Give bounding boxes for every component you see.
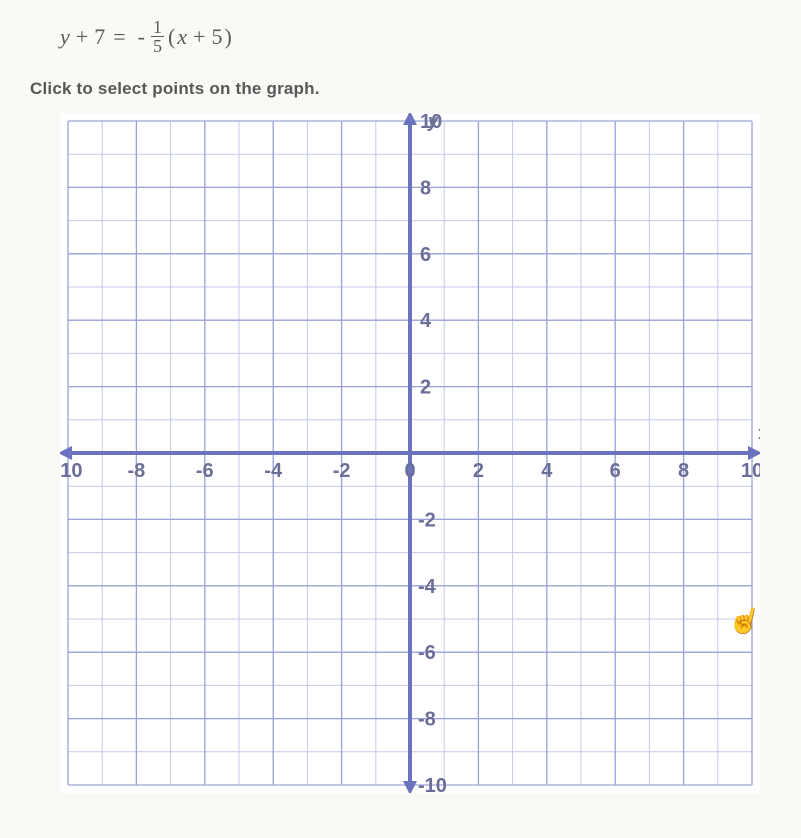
equals: = — [113, 24, 125, 50]
rhs-op: + — [193, 24, 205, 50]
equation-display: y + 7 = - 1 5 ( x + 5 ) — [60, 18, 801, 55]
svg-text:2: 2 — [420, 377, 431, 399]
svg-text:-10: -10 — [418, 775, 447, 793]
svg-text:-2: -2 — [418, 509, 436, 531]
svg-text:x: x — [758, 423, 760, 443]
svg-text:-6: -6 — [418, 642, 436, 664]
graph-container: -10-8-6-4-20246810246810-2-4-6-8-10xy ☝ — [60, 113, 801, 793]
lhs-op: + — [76, 24, 88, 50]
fraction: 1 5 — [151, 18, 164, 55]
svg-text:4: 4 — [541, 460, 553, 482]
svg-text:-8: -8 — [418, 709, 436, 731]
svg-text:6: 6 — [610, 460, 621, 482]
close-paren: ) — [224, 24, 231, 50]
open-paren: ( — [168, 24, 175, 50]
svg-text:8: 8 — [420, 177, 431, 199]
svg-text:-4: -4 — [418, 576, 437, 598]
svg-text:-6: -6 — [196, 460, 214, 482]
negative-sign: - — [138, 24, 145, 50]
rhs-var: x — [177, 24, 187, 50]
svg-text:10: 10 — [741, 460, 760, 482]
lhs-var: y — [60, 24, 70, 50]
svg-text:6: 6 — [420, 244, 431, 266]
coordinate-graph[interactable]: -10-8-6-4-20246810246810-2-4-6-8-10xy — [60, 113, 760, 793]
frac-numerator: 1 — [151, 18, 164, 37]
svg-text:-4: -4 — [264, 460, 283, 482]
svg-text:-10: -10 — [60, 460, 82, 482]
svg-text:2: 2 — [473, 460, 484, 482]
frac-denominator: 5 — [151, 37, 164, 55]
svg-text:-2: -2 — [333, 460, 351, 482]
svg-text:y: y — [427, 113, 439, 131]
instruction-text: Click to select points on the graph. — [30, 79, 801, 99]
rhs-const: 5 — [211, 24, 222, 50]
svg-text:0: 0 — [404, 460, 415, 482]
svg-text:4: 4 — [420, 310, 432, 332]
svg-text:8: 8 — [678, 460, 689, 482]
svg-text:-8: -8 — [128, 460, 146, 482]
lhs-const: 7 — [94, 24, 105, 50]
